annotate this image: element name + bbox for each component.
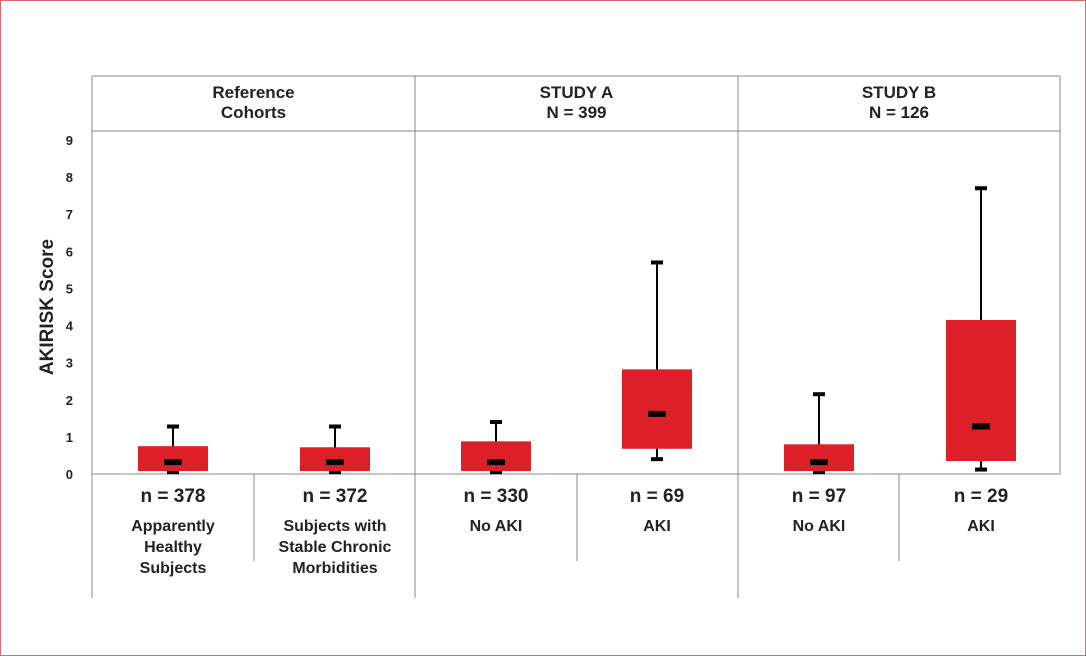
whisker-high-cap: [329, 424, 341, 429]
whisker-high-cap: [167, 424, 179, 429]
box-plot-item: [784, 392, 854, 475]
whisker-low-cap: [651, 457, 663, 462]
sample-count-label: n = 372: [303, 486, 368, 507]
box-plot-item: [300, 424, 370, 475]
median-marker: [648, 410, 666, 417]
y-tick-label: 8: [66, 170, 73, 185]
whisker-low-cap: [975, 467, 987, 472]
whisker-low-cap: [167, 470, 179, 475]
box-plot-item: [138, 424, 208, 475]
median-marker: [164, 459, 182, 466]
y-tick-label: 6: [66, 244, 73, 259]
group-header-text: Cohorts: [221, 103, 286, 122]
category-label: Subjects with: [283, 518, 386, 535]
median-marker: [326, 459, 344, 466]
sample-count-label: n = 97: [792, 486, 846, 507]
y-tick-label: 7: [66, 207, 73, 222]
box-plot-item: [946, 186, 1016, 472]
y-tick-label: 9: [66, 133, 73, 148]
iqr-box: [461, 441, 531, 472]
group-header-text: STUDY A: [540, 83, 614, 102]
median-marker: [487, 459, 505, 466]
sample-count-label: n = 378: [141, 486, 206, 507]
y-tick-label: 0: [66, 467, 73, 482]
group-header-text: Reference: [212, 83, 294, 102]
y-tick-label: 3: [66, 356, 73, 371]
sample-count-label: n = 69: [630, 486, 684, 507]
category-label: Morbidities: [292, 560, 377, 577]
y-tick-label: 1: [66, 430, 73, 445]
box-plot-item: [622, 260, 692, 462]
category-label: Subjects: [140, 560, 207, 577]
whisker-low-cap: [813, 470, 825, 475]
whisker-low-cap: [490, 470, 502, 475]
iqr-box: [784, 444, 854, 472]
sample-count-label: n = 330: [464, 486, 529, 507]
y-axis: 0 1 2 3 4 5 6 7 8 9 AKIRISK Score: [37, 133, 74, 482]
table-grid: [91, 75, 1061, 598]
category-labels: n = 378 Apparently Healthy Subjects n = 372 S…: [131, 486, 1008, 577]
category-label: AKI: [967, 518, 995, 535]
median-marker: [972, 423, 990, 430]
group-header-text: N = 126: [869, 103, 929, 122]
iqr-box: [138, 446, 208, 472]
box-series: [138, 186, 1016, 475]
group-header-text: STUDY B: [862, 83, 936, 102]
category-label: Healthy: [144, 539, 202, 556]
category-label: AKI: [643, 518, 671, 535]
category-label: No AKI: [793, 518, 846, 535]
median-marker: [810, 459, 828, 466]
category-label: Apparently: [131, 518, 215, 535]
iqr-box: [622, 369, 692, 449]
y-tick-label: 4: [66, 319, 74, 334]
category-label: Stable Chronic: [279, 539, 392, 556]
y-axis-label: AKIRISK Score: [37, 239, 58, 375]
sample-count-label: n = 29: [954, 486, 1008, 507]
group-header-text: N = 399: [546, 103, 606, 122]
whisker-high-cap: [813, 392, 825, 397]
y-tick-label: 5: [66, 281, 73, 296]
iqr-box: [946, 319, 1016, 462]
category-label: No AKI: [470, 518, 523, 535]
whisker-high-cap: [490, 420, 502, 425]
whisker-low-cap: [329, 470, 341, 475]
y-tick-label: 2: [66, 393, 73, 408]
box-plot-item: [461, 420, 531, 475]
whisker-high-cap: [651, 260, 663, 265]
whisker-high-cap: [975, 186, 987, 191]
